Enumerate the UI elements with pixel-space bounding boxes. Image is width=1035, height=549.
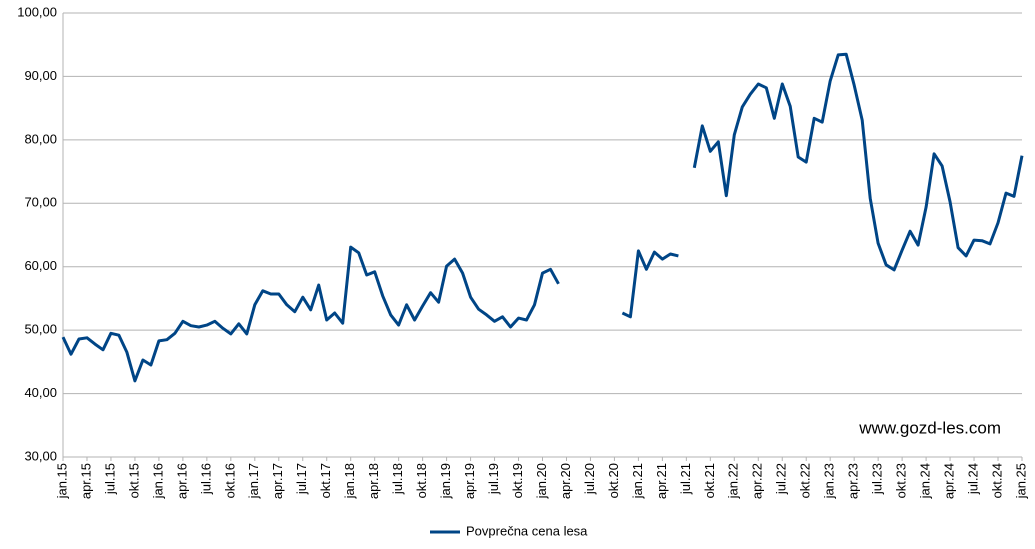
x-tick-label: okt.16	[222, 463, 237, 498]
x-tick-label: jan.15	[54, 463, 69, 499]
x-tick-label: jul.16	[198, 463, 213, 495]
data-line	[621, 249, 679, 319]
x-tick-label: jan.25	[1013, 463, 1028, 499]
x-tick-label: apr.17	[270, 463, 285, 499]
x-tick-label: apr.24	[942, 463, 957, 499]
x-tick-label: jan.23	[822, 463, 837, 499]
x-tick-label: okt.18	[414, 463, 429, 498]
y-tick-label: 70,00	[24, 195, 57, 210]
x-tick-label: okt.19	[510, 463, 525, 498]
x-tick-label: apr.18	[366, 463, 381, 499]
x-tick-label: apr.15	[78, 463, 93, 499]
y-tick-label: 40,00	[24, 385, 57, 400]
x-tick-label: jul.20	[582, 463, 597, 495]
x-tick-label: okt.17	[318, 463, 333, 498]
x-tick-label: jul.21	[678, 463, 693, 495]
y-tick-label: 80,00	[24, 131, 57, 146]
x-tick-label: apr.16	[174, 463, 189, 499]
y-tick-label: 60,00	[24, 258, 57, 273]
legend-label: Povprečna cena lesa	[466, 523, 588, 538]
x-tick-label: apr.19	[462, 463, 477, 499]
y-tick-label: 30,00	[24, 448, 57, 463]
x-tick-label: jan.17	[246, 463, 261, 499]
x-tick-label: okt.23	[894, 463, 909, 498]
data-line	[61, 245, 560, 383]
x-tick-label: okt.20	[606, 463, 621, 498]
y-tick-label: 50,00	[24, 322, 57, 337]
y-tick-label: 100,00	[17, 4, 57, 19]
x-tick-label: jul.24	[965, 463, 980, 495]
x-tick-label: jul.22	[774, 463, 789, 495]
x-tick-label: jan.22	[726, 463, 741, 499]
x-tick-label: apr.23	[846, 463, 861, 499]
x-tick-label: jan.16	[150, 463, 165, 499]
y-tick-label: 90,00	[24, 68, 57, 83]
x-tick-label: okt.15	[126, 463, 141, 498]
x-tick-label: apr.20	[558, 463, 573, 499]
x-tick-label: okt.24	[989, 463, 1004, 498]
x-tick-label: jan.24	[918, 463, 933, 499]
x-tick-label: jul.15	[102, 463, 117, 495]
x-tick-label: jul.19	[486, 463, 501, 495]
watermark: www.gozd-les.com	[858, 418, 1001, 437]
x-tick-label: apr.21	[654, 463, 669, 499]
x-tick-label: jul.17	[294, 463, 309, 495]
x-tick-label: okt.21	[702, 463, 717, 498]
x-tick-label: jul.18	[390, 463, 405, 495]
x-tick-label: jul.23	[870, 463, 885, 495]
x-tick-label: jan.18	[342, 463, 357, 499]
x-tick-label: jan.19	[438, 463, 453, 499]
data-line	[692, 52, 1024, 272]
x-tick-label: jan.21	[630, 463, 645, 499]
x-tick-label: apr.22	[750, 463, 765, 499]
x-tick-label: okt.22	[798, 463, 813, 498]
x-tick-label: jan.20	[534, 463, 549, 499]
